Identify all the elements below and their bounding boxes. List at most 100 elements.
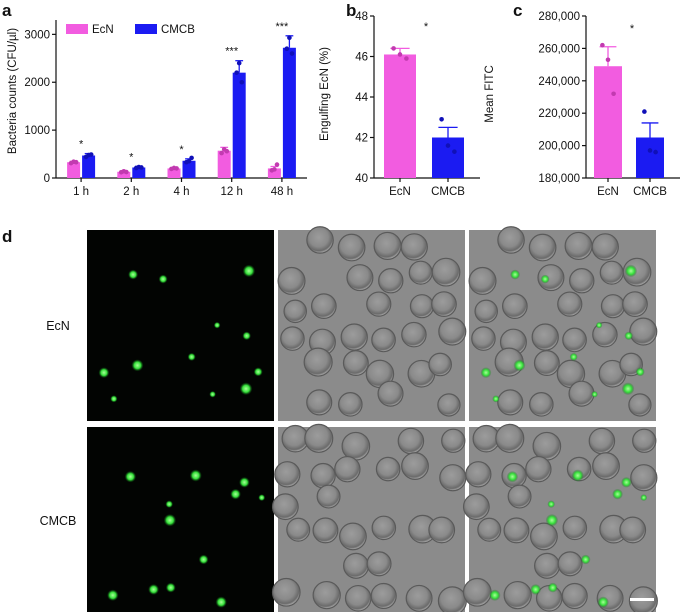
- cmcb-1-bar: [132, 167, 146, 178]
- cmcb-2-data-point: [186, 158, 192, 164]
- cell: [306, 226, 334, 254]
- y-tick-label-b: 44: [355, 92, 368, 104]
- cell: [529, 522, 558, 551]
- y-tick-label-c: 180,000: [538, 173, 580, 185]
- y-axis-label-a: Bacteria counts (CFU/µl): [7, 28, 19, 154]
- cell: [437, 586, 467, 612]
- b-EcN-bar: [384, 54, 416, 178]
- cell: [431, 257, 461, 287]
- x-tick-label-b: EcN: [389, 186, 411, 198]
- cell: [465, 461, 492, 488]
- panel-label-b: b: [346, 1, 356, 20]
- y-tick-label-b: 40: [355, 173, 368, 185]
- cell: [529, 392, 554, 417]
- legend-swatch-ecn: [66, 24, 88, 34]
- b-CMCB-data-point: [445, 143, 451, 148]
- c-CMCB-data-point: [642, 109, 647, 114]
- fluorescent-bacterium: [242, 264, 256, 278]
- significance-marker-c: *: [630, 23, 635, 35]
- cell: [497, 226, 525, 254]
- cell: [274, 461, 301, 488]
- fluorescent-bacterium: [580, 554, 591, 565]
- significance-marker-a: *: [179, 144, 184, 156]
- cell: [408, 260, 433, 285]
- fluorescent-bacterium: [530, 583, 542, 595]
- cell: [286, 517, 311, 542]
- x-tick-label-c: CMCB: [633, 186, 667, 198]
- y-tick-label-c: 220,000: [538, 108, 580, 120]
- cmcb-4-bar: [282, 47, 296, 178]
- cell: [531, 323, 559, 351]
- y-tick-label-a: 3000: [24, 29, 50, 41]
- cmcb-3-data-point: [236, 60, 242, 66]
- row-label-ecn: EcN: [46, 319, 70, 333]
- fluorescent-bacterium: [545, 513, 559, 527]
- cell: [343, 552, 370, 579]
- cell: [401, 321, 427, 348]
- cell: [373, 231, 402, 260]
- c-EcN-data-point: [611, 91, 616, 97]
- cell: [280, 326, 305, 351]
- micrograph-panel: EcN CMCB: [40, 226, 658, 612]
- b-CMCB-data-point: [439, 116, 444, 122]
- cell: [346, 264, 374, 292]
- y-tick-label-c: 280,000: [538, 11, 580, 23]
- cell: [370, 582, 397, 610]
- cell: [557, 291, 583, 317]
- legend-swatch-cmcb: [135, 24, 157, 34]
- cell: [334, 455, 361, 483]
- c-EcN-data-point: [600, 42, 605, 48]
- cell: [441, 428, 466, 453]
- cell: [628, 393, 652, 417]
- micrograph-tile-r1-c2: [277, 226, 467, 421]
- fluorescent-bacterium: [506, 470, 519, 483]
- x-tick-label-a: 4 h: [174, 186, 190, 198]
- cmcb-4-data-point: [287, 35, 292, 41]
- fluorescent-bacterium: [165, 500, 174, 508]
- y-tick-label-a: 1000: [24, 125, 50, 137]
- row-label-cmcb: CMCB: [40, 514, 77, 528]
- cell: [592, 452, 620, 480]
- y-tick-label-c: 200,000: [538, 141, 580, 153]
- chart-c: 180,000 200,000 220,000 240,000 260,000 280,0…: [484, 11, 680, 198]
- cell: [501, 293, 528, 319]
- micrograph-tile-r1-c1: [87, 230, 274, 421]
- significance-marker-b: *: [424, 21, 429, 33]
- fluorescent-bacterium: [230, 488, 241, 500]
- cell: [337, 233, 366, 262]
- cmcb-3-data-point: [234, 70, 239, 75]
- cmcb-3-bar: [232, 72, 246, 178]
- x-tick-label-b: CMCB: [431, 186, 465, 198]
- fluorescent-bacterium: [621, 476, 632, 488]
- cell: [371, 327, 396, 353]
- fluorescent-bacterium: [98, 367, 110, 379]
- cell: [507, 484, 532, 509]
- cell: [462, 493, 490, 521]
- fluorescent-bacterium: [624, 264, 638, 278]
- fluorescent-bacterium: [107, 589, 119, 601]
- legend-a: EcN CMCB: [66, 24, 195, 36]
- fluorescent-bacterium: [595, 321, 603, 329]
- cell: [397, 427, 425, 455]
- cell: [341, 431, 371, 461]
- cell: [375, 456, 401, 482]
- x-tick-label-a: 12 h: [221, 186, 243, 198]
- cell: [468, 266, 497, 295]
- ecn-2-data-point: [174, 166, 179, 171]
- y-tick-label-a: 2000: [24, 77, 50, 89]
- ecn-4-bar: [267, 168, 281, 178]
- cell: [409, 294, 435, 319]
- cell: [304, 423, 334, 453]
- cell: [534, 552, 561, 579]
- panel-label-a: a: [2, 1, 12, 20]
- fluorescent-bacterium: [239, 382, 253, 396]
- y-tick-label-b: 48: [355, 11, 368, 23]
- fluorescent-bacterium: [510, 269, 521, 280]
- b-EcN-data-point: [397, 52, 403, 57]
- cell: [632, 428, 657, 453]
- cell: [338, 522, 367, 551]
- cell: [405, 584, 433, 612]
- cell: [366, 291, 392, 317]
- y-tick-label-b: 42: [355, 133, 368, 145]
- ecn-2-bar: [167, 168, 181, 178]
